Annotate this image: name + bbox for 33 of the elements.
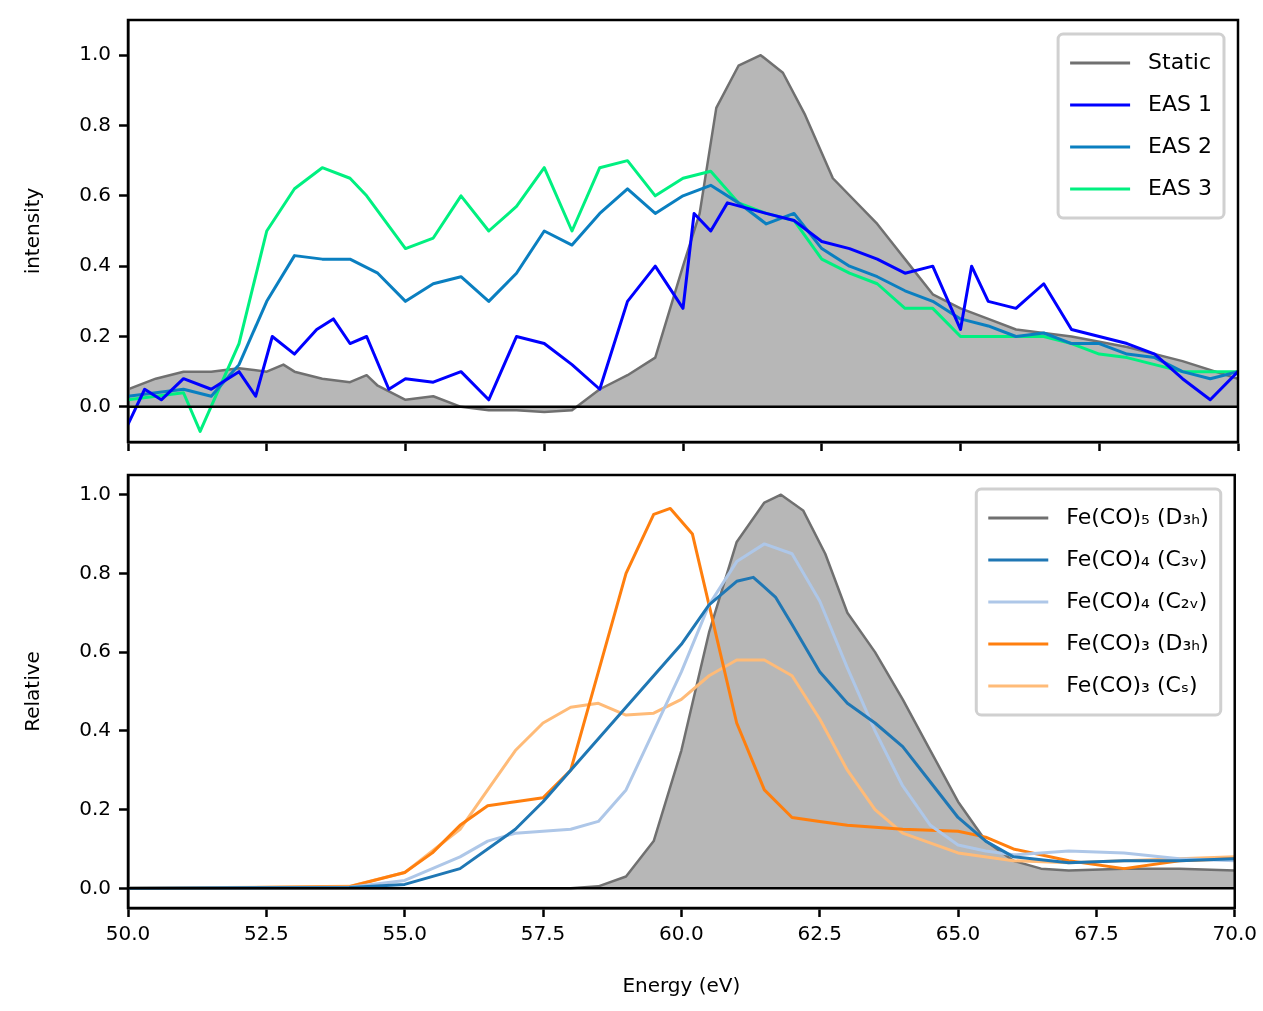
y-tick-label: 0.0 xyxy=(79,393,111,418)
y-tick-label: 0.8 xyxy=(79,111,111,136)
x-tick-label: 67.5 xyxy=(1074,921,1119,946)
legend-label: EAS 3 xyxy=(1148,174,1212,200)
x-tick-label: 60.0 xyxy=(659,921,704,946)
legend-label: Fe(CO)₅ (D₃ₕ) xyxy=(1066,503,1209,529)
legend-label: Fe(CO)₃ (Cₛ) xyxy=(1066,671,1198,697)
legend-label: Static xyxy=(1148,48,1211,74)
y-tick-label: 0.0 xyxy=(79,874,111,899)
x-tick-label: 55.0 xyxy=(382,921,427,946)
y-tick-label: 1.0 xyxy=(79,41,111,66)
x-tick-label: 50.0 xyxy=(105,921,151,946)
x-tick-label: 52.5 xyxy=(244,921,289,946)
y-tick-label: 0.4 xyxy=(79,717,111,742)
y-axis-title: Relative xyxy=(20,651,45,732)
legend-label: EAS 2 xyxy=(1148,132,1212,158)
legend-label: EAS 1 xyxy=(1148,90,1212,116)
x-axis-title: Energy (eV) xyxy=(622,973,741,998)
legend-label: Fe(CO)₄ (C₃ᵥ) xyxy=(1066,545,1208,571)
y-tick-label: 0.6 xyxy=(79,182,111,207)
y-tick-label: 0.6 xyxy=(79,638,111,663)
legend-label: Fe(CO)₃ (D₃ₕ) xyxy=(1066,629,1209,655)
x-tick-label: 65.0 xyxy=(935,921,981,946)
y-axis-title: intensity xyxy=(20,187,45,275)
x-tick-label: 57.5 xyxy=(520,921,566,946)
y-tick-label: 0.2 xyxy=(79,322,111,347)
legend-label: Fe(CO)₄ (C₂ᵥ) xyxy=(1066,587,1208,613)
y-tick-label: 1.0 xyxy=(79,480,111,505)
x-tick-label: 70.0 xyxy=(1212,921,1257,946)
y-tick-label: 0.4 xyxy=(79,252,111,277)
y-tick-label: 0.8 xyxy=(79,559,111,584)
y-tick-label: 0.2 xyxy=(79,795,111,820)
x-tick-label: 62.5 xyxy=(797,921,842,946)
